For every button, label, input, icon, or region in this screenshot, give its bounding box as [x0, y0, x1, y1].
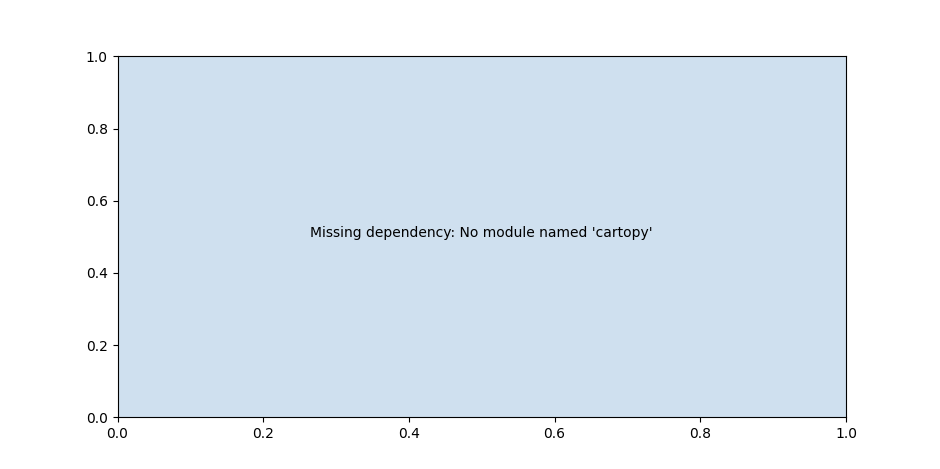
Text: Missing dependency: No module named 'cartopy': Missing dependency: No module named 'car…	[310, 226, 653, 240]
